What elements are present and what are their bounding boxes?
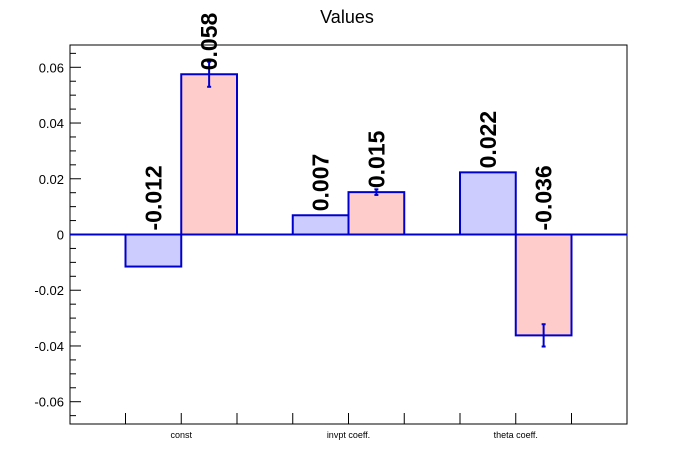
y-tick-label: 0 [57, 228, 64, 243]
data-label: 0.022 [475, 111, 501, 169]
data-labels: -0.012 0.007 0.022 0.058 0.015 -0.036 [140, 12, 556, 230]
y-tick-label: 0.02 [39, 172, 64, 187]
x-category-label: const [170, 430, 192, 440]
data-label: 0.058 [196, 12, 222, 70]
bar [124, 233, 183, 268]
data-label: 0.007 [308, 154, 334, 212]
bar [459, 171, 517, 236]
x-category-label: theta coeff. [494, 430, 538, 440]
bar [514, 233, 573, 337]
data-label: -0.012 [140, 165, 166, 230]
y-tick-label: 0.06 [39, 60, 64, 75]
data-label: 0.015 [363, 130, 389, 188]
y-tick-label: -0.04 [34, 339, 64, 354]
data-label: -0.036 [531, 165, 557, 230]
bar [180, 73, 238, 236]
bar [291, 214, 350, 236]
y-axis: 0.06 0.04 0.02 0 -0.02 -0.04 -0.06 [34, 52, 81, 417]
y-tick-label: -0.06 [34, 395, 64, 410]
bars [70, 73, 627, 337]
y-tick-label: -0.02 [34, 283, 64, 298]
error-bars [207, 60, 546, 348]
y-tick-label: 0.04 [39, 116, 64, 131]
x-category-label: invpt coeff. [327, 430, 370, 440]
chart-title: Values [320, 7, 374, 27]
x-axis: const invpt coeff. theta coeff. [125, 413, 572, 440]
bar [347, 191, 406, 236]
